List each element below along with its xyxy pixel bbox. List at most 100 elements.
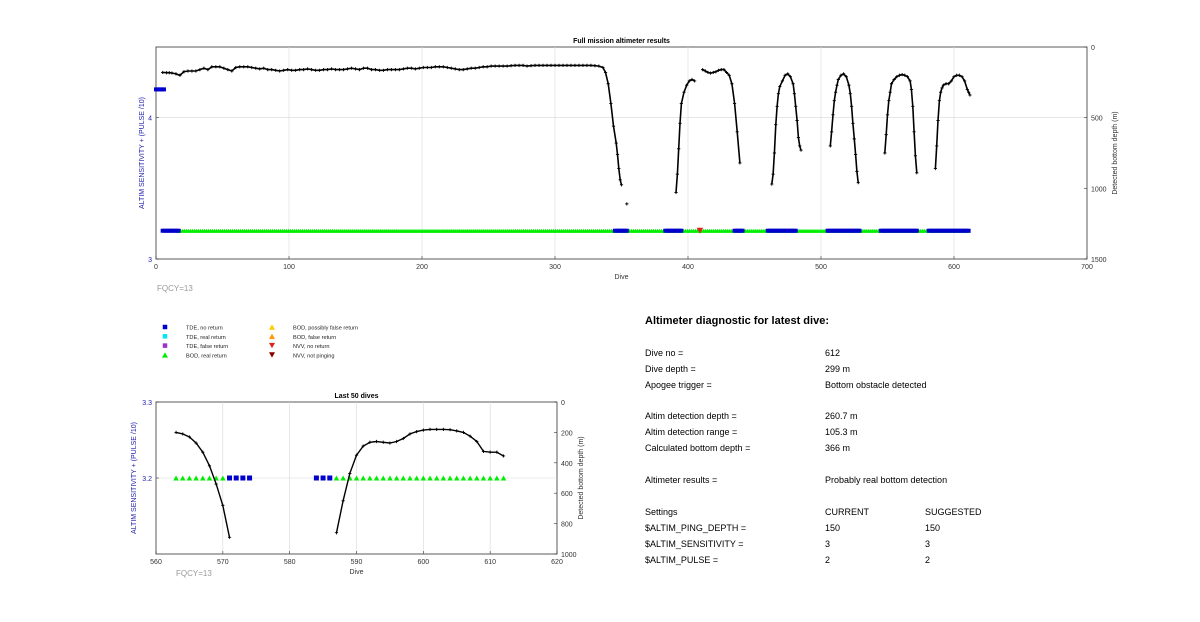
full-depth-point bbox=[589, 63, 593, 67]
diagnostic-title: Altimeter diagnostic for latest dive: bbox=[645, 315, 829, 327]
full-x-axis-label: Dive bbox=[614, 274, 628, 281]
legend-label: NVV, not pinging bbox=[293, 353, 334, 359]
full-depth-point bbox=[290, 68, 294, 72]
setting-name: $ALTIM_PULSE = bbox=[645, 555, 719, 565]
last50-x-tick-label: 560 bbox=[150, 559, 162, 566]
last50-y-left-axis-label: ALTIM SENSITIVITY + (PULSE /10) bbox=[131, 422, 138, 534]
full-depth-point bbox=[409, 66, 413, 70]
setting-suggested: 3 bbox=[925, 539, 931, 549]
last50-depth-point bbox=[207, 464, 212, 468]
last50-bod-marker bbox=[407, 475, 413, 481]
full-depth-point bbox=[553, 63, 557, 67]
full-depth-point bbox=[903, 73, 907, 77]
last50-fqcy-note: FQCY=13 bbox=[176, 569, 212, 578]
full-depth-point bbox=[381, 68, 386, 72]
full-depth-point bbox=[425, 65, 429, 70]
altim-detection-depth-value: 260.7 m bbox=[825, 411, 858, 421]
suggested-header: SUGGESTED bbox=[925, 507, 982, 517]
last50-depth-point bbox=[201, 450, 205, 454]
last50-depth-point bbox=[348, 471, 352, 476]
full-depth-point bbox=[321, 68, 326, 72]
current-header: CURRENT bbox=[825, 507, 869, 517]
full-depth-point bbox=[238, 65, 242, 69]
last50-y-left-tick-label: 3.2 bbox=[142, 476, 152, 483]
full-depth-point bbox=[714, 70, 718, 74]
last50-depth-point bbox=[495, 450, 499, 454]
full-depth-point bbox=[852, 137, 856, 141]
legend-triangle-down-marker bbox=[269, 342, 275, 349]
full-depth-point bbox=[786, 72, 790, 76]
full-depth-point bbox=[701, 68, 705, 72]
last50-y-right-tick-label: 800 bbox=[561, 522, 573, 529]
last50-bod-marker bbox=[413, 475, 420, 481]
last50-depth-point bbox=[401, 436, 405, 441]
full-tde-marker bbox=[793, 228, 798, 233]
full-depth-point bbox=[940, 86, 944, 90]
full-depth-point bbox=[174, 72, 178, 76]
full-x-tick-label: 200 bbox=[416, 264, 428, 271]
last50-depth-point bbox=[354, 453, 359, 457]
apogee-trigger-label: Apogee trigger = bbox=[645, 380, 712, 390]
legend-label: TDE, real return bbox=[186, 335, 226, 341]
last50-x-tick-label: 570 bbox=[217, 559, 229, 566]
full-depth-point bbox=[900, 72, 904, 77]
full-depth-point bbox=[792, 92, 796, 96]
altim-detection-depth-label: Altim detection depth = bbox=[645, 411, 737, 421]
last50-bod-marker bbox=[447, 475, 453, 481]
full-depth-point bbox=[888, 90, 892, 94]
last50-bod-marker bbox=[353, 475, 360, 481]
full-x-tick-label: 500 bbox=[815, 264, 827, 271]
full-depth-point bbox=[230, 69, 234, 73]
full-depth-point bbox=[788, 75, 793, 79]
last50-bod-marker bbox=[360, 475, 366, 481]
last50-depth-point bbox=[334, 531, 339, 535]
full-depth-point bbox=[286, 68, 290, 72]
last50-bod-marker bbox=[179, 475, 186, 481]
full-title: Full mission altimeter results bbox=[573, 38, 670, 45]
full-y-right-tick-label: 1000 bbox=[1091, 186, 1107, 193]
full-y-right-axis-label: Detected bottom depth (m) bbox=[1112, 111, 1119, 194]
full-depth-point bbox=[617, 166, 621, 171]
full-depth-point bbox=[270, 68, 274, 72]
last50-depth-line bbox=[335, 428, 504, 533]
full-depth-point bbox=[565, 63, 569, 67]
last50-title: Last 50 dives bbox=[335, 393, 379, 400]
full-depth-point bbox=[373, 68, 378, 72]
calculated-bottom-depth-label: Calculated bottom depth = bbox=[645, 443, 751, 453]
full-tde-marker bbox=[857, 228, 862, 233]
full-depth-point bbox=[397, 68, 401, 72]
full-depth-point bbox=[178, 73, 182, 77]
last50-depth-point bbox=[415, 430, 419, 434]
last50-bod-marker bbox=[494, 475, 500, 481]
last50-bod-marker bbox=[440, 475, 447, 481]
last50-bod-marker bbox=[393, 475, 400, 481]
full-depth-point bbox=[912, 130, 916, 134]
full-depth-point bbox=[337, 68, 342, 72]
last50-bod-marker bbox=[333, 475, 340, 481]
last50-bod-marker bbox=[387, 475, 393, 481]
full-depth-point bbox=[851, 121, 855, 125]
full-depth-point bbox=[682, 90, 686, 94]
full-depth-point bbox=[724, 70, 729, 75]
altim-detection-range-value: 105.3 m bbox=[825, 427, 858, 437]
full-depth-point bbox=[832, 99, 836, 103]
dive-depth-value: 299 m bbox=[825, 364, 851, 374]
full-y-right-tick-label: 0 bbox=[1091, 45, 1095, 52]
full-depth-point bbox=[517, 63, 521, 67]
full-depth-point bbox=[967, 90, 971, 94]
full-depth-point bbox=[369, 68, 374, 72]
last50-depth-point bbox=[368, 440, 372, 444]
full-nvv-marker bbox=[696, 227, 704, 234]
full-depth-point bbox=[190, 69, 194, 73]
full-depth-point bbox=[341, 68, 346, 72]
last50-bod-marker bbox=[373, 475, 380, 481]
full-depth-point bbox=[377, 68, 382, 72]
last50-depth-point bbox=[488, 450, 492, 454]
last50-bod-marker bbox=[420, 475, 427, 481]
full-depth-point bbox=[361, 66, 366, 70]
last50-depth-point bbox=[221, 503, 225, 507]
full-depth-point bbox=[469, 66, 473, 70]
legend-label: NVV, no return bbox=[293, 344, 330, 350]
last50-bod-marker bbox=[454, 475, 460, 481]
